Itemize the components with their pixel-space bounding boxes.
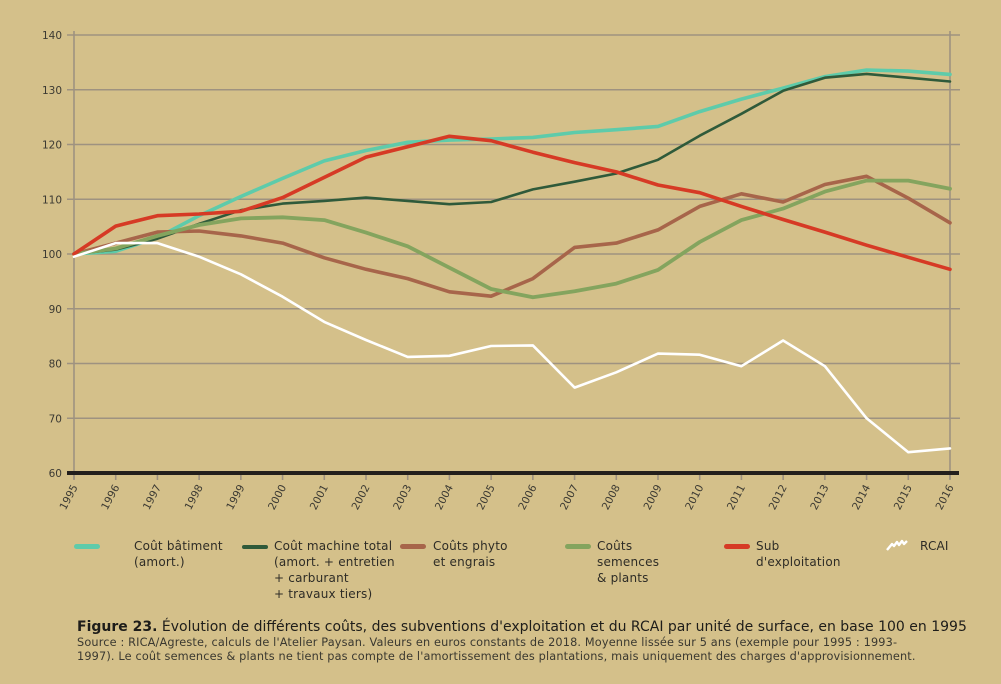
legend-label-machine: Coût machine total (amort. + entretien +… <box>274 539 395 601</box>
x-tick-label: 1998 <box>183 483 206 512</box>
y-tick-label: 70 <box>49 413 62 425</box>
y-tick-label: 130 <box>42 85 62 97</box>
legend-label-semences: Coûts semences & plants <box>597 539 660 585</box>
y-tick-label: 100 <box>42 249 62 261</box>
legend-label-sub: Sub d'exploitation <box>756 539 841 569</box>
series-line-2 <box>72 174 952 299</box>
series-line-1 <box>72 72 952 256</box>
legend-swatch-machine <box>242 545 268 549</box>
series-line-4 <box>72 134 952 272</box>
y-tick-label: 140 <box>42 30 62 42</box>
legend-swatch-semences <box>565 544 591 549</box>
legend: Coût bâtiment (amort.) Coût machine tota… <box>0 538 1001 608</box>
y-tick-label: 90 <box>49 304 62 316</box>
caption-source-line-2: 1997). Le coût semences & plants ne tien… <box>77 650 916 663</box>
x-tick-label: 2014 <box>850 483 873 513</box>
figure-label: Figure 23. <box>77 619 158 635</box>
legend-swatch-phyto <box>400 544 426 549</box>
legend-label-batiment: Coût bâtiment (amort.) <box>134 539 223 569</box>
x-tick-label: 1999 <box>224 483 247 512</box>
caption-title: Figure 23. Évolution de différents coûts… <box>77 619 987 636</box>
gridlines <box>67 31 960 479</box>
x-tick-label: 2002 <box>350 483 373 512</box>
x-tick-label: 2000 <box>266 483 289 512</box>
y-tick-label: 120 <box>42 140 62 152</box>
x-tick-label: 1995 <box>58 483 81 512</box>
x-tick-label: 2010 <box>683 483 706 512</box>
x-tick-label: 2005 <box>475 483 498 512</box>
series-line-rcai <box>72 241 952 454</box>
series-line-0 <box>72 68 952 256</box>
x-tick-label: 2011 <box>725 483 748 512</box>
x-tick-label: 2003 <box>391 483 414 512</box>
y-tick-label: 110 <box>42 194 62 206</box>
x-tick-label: 1997 <box>141 483 164 512</box>
legend-label-phyto: Coûts phyto et engrais <box>433 539 508 569</box>
x-tick-label: 2016 <box>934 483 957 513</box>
legend-swatch-batiment <box>74 544 100 549</box>
x-tick-label: 2012 <box>767 483 790 512</box>
x-tick-label: 2001 <box>308 483 331 512</box>
line-chart: 60 70 80 90 100 110 120 130 140 1995 1996 1997 1998 1… <box>42 30 960 512</box>
legend-swatch-sub <box>724 544 750 549</box>
x-tick-label: 2013 <box>808 483 831 512</box>
x-tick-label: 1996 <box>99 483 122 513</box>
series-line-3 <box>72 178 952 300</box>
x-tick-label: 2009 <box>642 483 665 512</box>
x-tick-label: 2004 <box>433 483 456 513</box>
x-tick-label: 2008 <box>600 483 623 512</box>
x-tick-label: 2015 <box>892 483 915 512</box>
x-tick-label: 2006 <box>516 483 539 513</box>
legend-swatch-rcai <box>886 539 908 551</box>
figure-title: Évolution de différents coûts, des subve… <box>157 619 967 635</box>
y-tick-label: 80 <box>49 359 62 371</box>
x-tick-label: 2007 <box>558 483 581 512</box>
series-lines <box>72 68 952 454</box>
y-tick-label: 60 <box>49 468 62 480</box>
legend-label-rcai: RCAI <box>920 539 949 553</box>
caption-source-line-1: Source : RICA/Agreste, calculs de l'Atel… <box>77 636 898 649</box>
figure-caption: Figure 23. Évolution de différents coûts… <box>77 619 987 664</box>
axes: 60 70 80 90 100 110 120 130 140 1995 1996 1997 1998 1… <box>42 30 959 512</box>
